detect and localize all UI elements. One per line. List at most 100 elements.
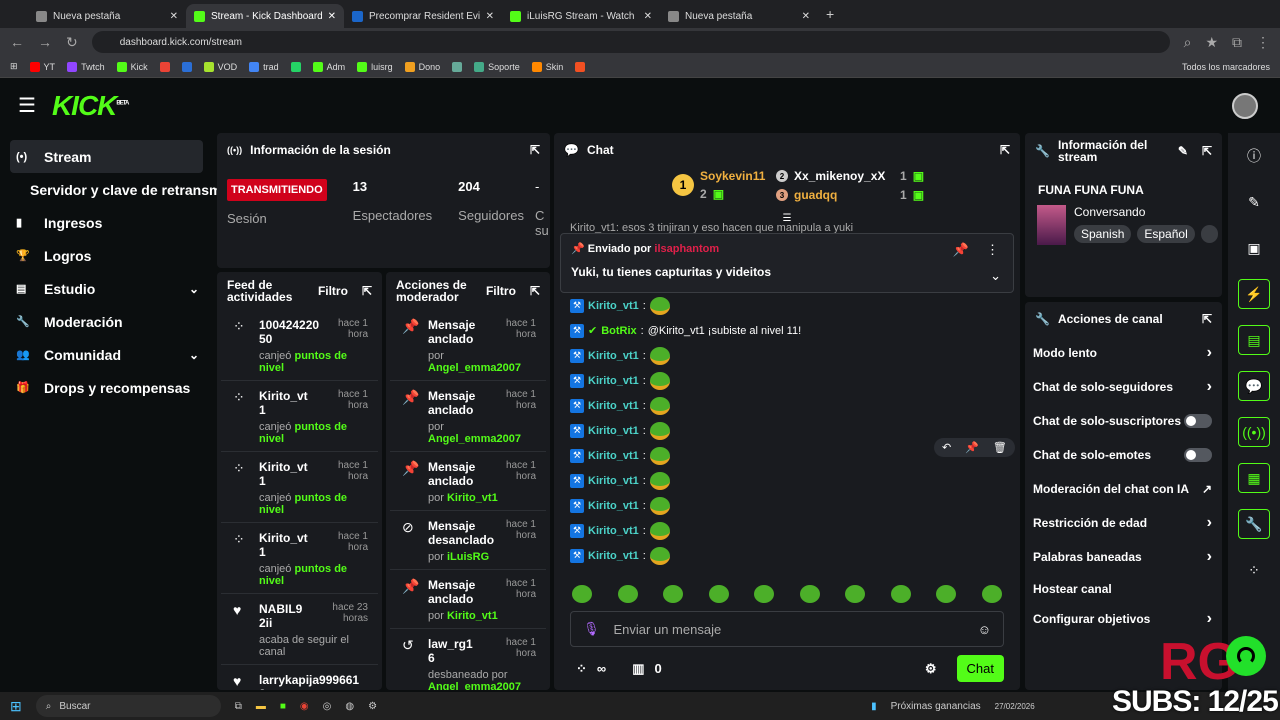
chat-message[interactable]: ⚒ Kirito_vt1: [554,393,1020,418]
toggle[interactable] [1184,414,1212,428]
close-tab-icon[interactable]: ✕ [169,10,178,22]
support-headset-icon[interactable] [1226,636,1266,676]
sidebar-item[interactable]: 🎁 Drops y recompensas [16,379,191,396]
list-item[interactable]: 📌 Mensaje anclado hace 1 hora por Angel_emm… [390,381,546,452]
emote-icon[interactable] [845,585,866,603]
list-item[interactable]: ⁘ 10042422050 hace 1 hora canjeó puntos de … [221,310,378,381]
bookmark[interactable]: Dono [404,61,440,72]
task-view-icon[interactable]: ⧉ [234,700,242,712]
emoji-icon[interactable]: ☺ [977,621,991,637]
filter-button[interactable]: Filtro [485,284,516,298]
close-tab-icon[interactable]: ✕ [801,10,810,22]
channel-action[interactable]: Chat de solo-suscriptores [1025,404,1222,438]
browser-tab[interactable]: Nueva pestaña ✕ [28,4,186,28]
bookmark[interactable]: trad [249,61,279,72]
screen-icon[interactable]: ▣ [1247,239,1261,256]
bookmark[interactable] [290,61,301,72]
sidebar-item[interactable]: ▮ Ingresos [16,214,103,231]
chat-message[interactable]: ⚒ ✔ BotRix: @Kirito_vt1 ¡subiste al nivel 1… [554,318,1020,343]
settings-icon[interactable]: ⚙ [368,700,378,712]
popout-icon[interactable]: ⇱ [529,143,540,157]
browser-tab[interactable]: iLuisRG Stream - Watch Live on✕ [502,4,660,28]
bookmark[interactable]: Twtch [67,61,105,72]
bookmark[interactable] [452,61,463,72]
popout-icon[interactable]: ⇱ [1201,144,1212,158]
star-icon[interactable]: ★ [1205,33,1218,50]
popout-icon[interactable]: ⇱ [529,284,540,298]
obs-icon[interactable]: ◍ [345,700,355,712]
channel-action[interactable]: Palabras baneadas › [1033,548,1212,565]
bookmark[interactable] [159,61,170,72]
close-tab-icon[interactable]: ✕ [485,10,494,22]
emote-icon[interactable] [754,585,775,603]
drops-icon[interactable]: ▥ [632,660,645,676]
notes-icon[interactable]: ▤ [1228,317,1280,363]
list-item[interactable]: ⁘ Kirito_vt1 hace 1 hora canjeó puntos de n… [221,452,378,523]
minecraft-icon[interactable]: ■ [279,700,286,712]
delete-icon[interactable]: 🗑 [992,442,1007,454]
message-input[interactable]: 🎙 Enviar un mensaje ☺ [570,611,1004,647]
bookmark[interactable]: Kick [116,61,148,72]
leaderboard-entry[interactable]: 1 Soykevin11 2 ▣ [672,169,765,201]
tag[interactable]: Spanish [1074,225,1132,243]
emote-icon[interactable] [981,585,1002,603]
sidebar-item[interactable]: 🏆 Logros [16,247,92,264]
popout-icon[interactable]: ⇱ [999,143,1010,157]
forward-icon[interactable]: → [38,34,52,50]
hamburger-icon[interactable]: ☰ [18,95,36,117]
toggle[interactable] [1184,448,1212,462]
chat-message[interactable]: ⚒ Kirito_vt1: [554,293,1020,318]
browser-tab[interactable]: Precomprar Resident Evil Requi✕ [344,4,502,28]
close-tab-icon[interactable]: ✕ [327,10,336,22]
info-icon[interactable]: ⓘ [1247,148,1261,164]
channel-action[interactable]: Chat de solo-emotes [1025,438,1222,472]
sidebar-item[interactable]: 👥 Comunidad ⌄ [16,346,199,363]
chat-message[interactable]: ⚒ Kirito_vt1: [554,343,1020,368]
sidebar-item[interactable]: 🔧 Moderación [16,313,123,330]
leaderboard-entry[interactable]: 3 guadqq 1 ▣ [776,188,924,202]
explorer-icon[interactable]: ▬ [255,700,266,712]
tag[interactable]: Español [1137,225,1195,243]
list-item[interactable]: 📌 Mensaje anclado hace 1 hora por Angel_emm… [390,310,546,381]
chat-message[interactable]: ⚒ Kirito_vt1: [554,368,1020,393]
broadcast-icon[interactable]: ((•)) [1228,409,1280,455]
bookmark[interactable] [181,61,192,72]
apps-icon[interactable]: ⊞ [10,61,18,71]
bookmark[interactable]: Skin [531,61,563,72]
chat-message[interactable]: ⚒ Kirito_vt1: [554,418,1020,443]
pin-icon[interactable]: 📌 [965,442,979,454]
browser-tab[interactable]: Stream - Kick Dashboard ✕ [186,4,344,28]
taskbar-search[interactable]: ⌕ Buscar [35,695,221,717]
emote-icon[interactable] [799,585,820,603]
avatar[interactable] [1232,93,1258,119]
channel-action[interactable]: Modo lento › [1033,344,1212,361]
popout-icon[interactable]: ⇱ [361,284,372,298]
reload-icon[interactable]: ↻ [66,33,78,50]
more-icon[interactable]: ⋮ [986,242,999,257]
list-item[interactable]: ⁘ Kirito_vt1 hace 1 hora canjeó puntos de n… [221,381,378,452]
leaderboard-entry[interactable]: 2 Xx_mikenoy_xX 1 ▣ [776,169,924,183]
emote-icon[interactable] [708,585,729,603]
emote-icon[interactable] [572,585,592,603]
sidebar-item[interactable]: Servidor y clave de retransm [30,181,222,198]
channel-action[interactable]: Restricción de edad › [1033,514,1212,531]
bookmark[interactable]: YT [29,61,55,72]
channel-action[interactable]: Hostear canal [1033,582,1112,596]
pinned-message[interactable]: 📌 Enviado por ilsaphantom Yuki, tu tiene… [560,233,1014,293]
windows-icon[interactable]: ⊞ [10,697,22,714]
list-item[interactable]: ♥ NABIL92ii hace 23 horas acaba de seguir e… [221,594,378,665]
sidebar-item[interactable]: (•) Stream [10,140,203,173]
chat-message[interactable]: ⚒ Kirito_vt1: [554,518,1020,543]
edit-icon[interactable]: ✎ [1248,193,1260,210]
bookmark[interactable] [575,61,586,72]
new-tab-icon[interactable]: + [826,6,835,22]
bookmark[interactable]: luisrg [357,61,393,72]
emote-icon[interactable] [663,585,684,603]
edit-icon[interactable]: ✎ [1177,144,1188,158]
points-icon[interactable]: ⁘ [576,660,587,676]
chat-message[interactable]: ⚒ Kirito_vt1: [554,543,1020,568]
emote-icon[interactable] [617,585,638,603]
channel-action[interactable]: Chat de solo-seguidores › [1033,378,1212,395]
bookmark[interactable]: Soporte [474,61,520,72]
extensions-icon[interactable]: ⧉ [1232,33,1242,50]
